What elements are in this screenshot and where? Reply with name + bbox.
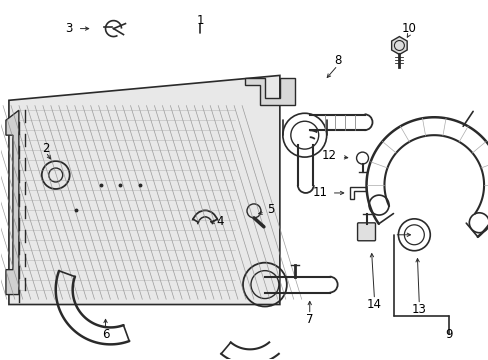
Polygon shape — [244, 78, 294, 105]
Text: 9: 9 — [445, 328, 452, 341]
Text: 12: 12 — [322, 149, 337, 162]
Polygon shape — [391, 37, 407, 54]
Text: 14: 14 — [366, 298, 381, 311]
Text: 10: 10 — [401, 22, 416, 35]
Text: 11: 11 — [311, 186, 326, 199]
FancyBboxPatch shape — [357, 223, 375, 241]
Text: 13: 13 — [411, 303, 426, 316]
Text: 6: 6 — [102, 328, 109, 341]
Text: 1: 1 — [196, 14, 203, 27]
Text: 7: 7 — [305, 313, 313, 326]
Text: 5: 5 — [266, 203, 274, 216]
Polygon shape — [9, 75, 279, 305]
Text: 3: 3 — [65, 22, 72, 35]
Text: 2: 2 — [42, 141, 49, 155]
Polygon shape — [6, 110, 19, 294]
Text: 4: 4 — [216, 215, 224, 228]
Text: 8: 8 — [333, 54, 341, 67]
